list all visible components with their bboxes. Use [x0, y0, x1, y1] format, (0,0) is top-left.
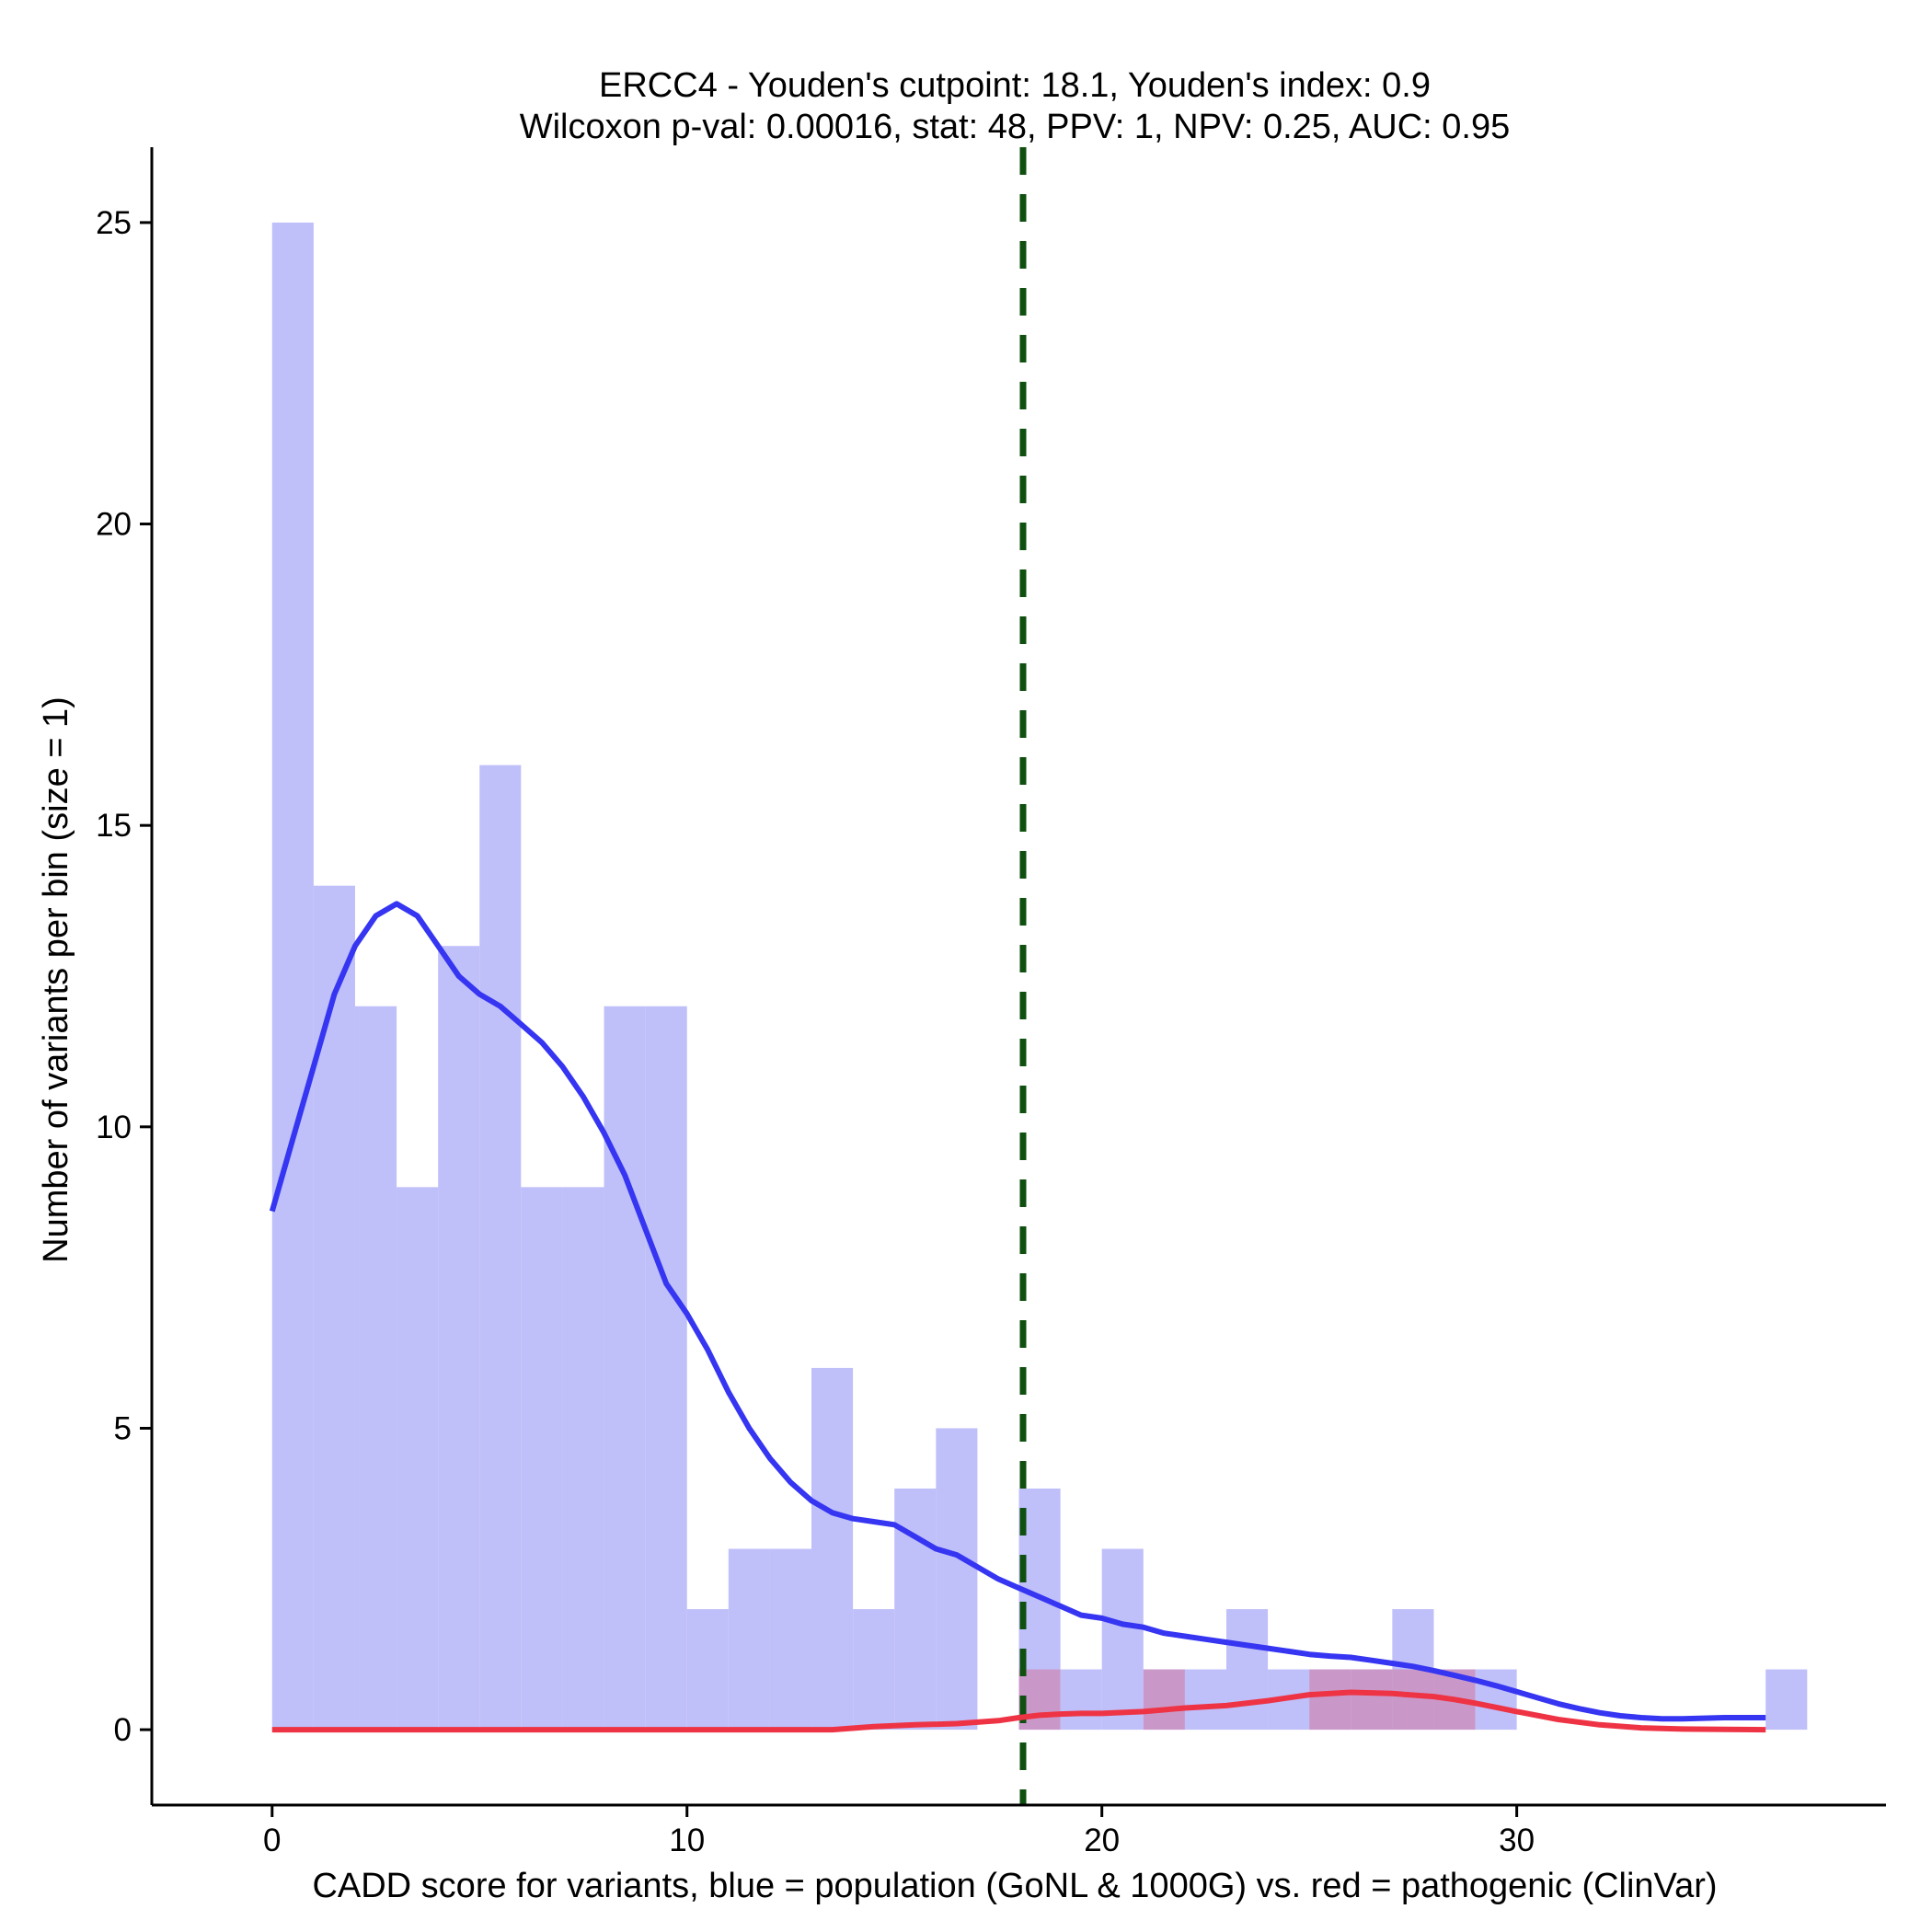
- y-tick-label: 0: [114, 1712, 132, 1748]
- histogram-bar: [1765, 1669, 1808, 1731]
- chart-title-line-2: Wilcoxon p-val: 0.00016, stat: 48, PPV: …: [520, 108, 1511, 146]
- histogram-bar: [479, 765, 522, 1731]
- histogram-bar: [1225, 1609, 1269, 1731]
- y-tick-label: 10: [96, 1110, 132, 1145]
- y-tick-label: 5: [114, 1410, 132, 1446]
- histogram-bar: [438, 946, 480, 1731]
- histogram-bar: [1351, 1669, 1393, 1731]
- x-tick-label: 30: [1499, 1823, 1535, 1858]
- x-axis: 0 10 20 30: [152, 1803, 1886, 1858]
- histogram-bar: [521, 1187, 563, 1731]
- histogram-bar: [604, 1006, 646, 1731]
- y-axis: 0 5 10 15 20 25: [96, 147, 154, 1805]
- y-tick-label: 20: [96, 507, 132, 543]
- histogram-bar: [1475, 1669, 1517, 1731]
- histogram-bar: [271, 222, 314, 1731]
- histogram-bar: [1309, 1669, 1351, 1731]
- y-axis-label: Number of variants per bin (size = 1): [37, 696, 75, 1263]
- histogram-bar: [894, 1488, 937, 1731]
- histogram-bar: [769, 1548, 812, 1731]
- histogram-bar: [1101, 1548, 1144, 1731]
- histogram-bar: [562, 1187, 604, 1731]
- plot-area: [269, 147, 1808, 1805]
- y-tick-label: 15: [96, 808, 132, 844]
- x-axis-label: CADD score for variants, blue = populati…: [312, 1867, 1717, 1905]
- histogram-population: [271, 222, 1808, 1731]
- histogram-bar: [1184, 1669, 1226, 1731]
- histogram-bar: [313, 885, 355, 1731]
- histogram-bar: [645, 1006, 687, 1731]
- density-line-population: [269, 901, 1766, 1722]
- chart-title-line-1: ERCC4 - Youden's cutpoint: 18.1, Youden'…: [599, 66, 1431, 105]
- chart-title: ERCC4 - Youden's cutpoint: 18.1, Youden'…: [520, 66, 1511, 146]
- histogram-bar: [1060, 1669, 1102, 1731]
- x-tick-label: 0: [263, 1823, 281, 1858]
- x-tick-label: 20: [1084, 1823, 1120, 1858]
- density-line-pathogenic: [271, 1689, 1766, 1733]
- y-tick-label: 25: [96, 205, 132, 241]
- histogram-bar: [397, 1187, 439, 1731]
- histogram-bar: [354, 1006, 397, 1731]
- histogram-bar: [728, 1548, 770, 1731]
- histogram-bar: [853, 1609, 895, 1731]
- histogram-bar: [811, 1367, 854, 1731]
- histogram-bar: [1392, 1669, 1434, 1731]
- histogram-bar: [1143, 1669, 1185, 1731]
- x-tick-label: 10: [669, 1823, 705, 1858]
- histogram-bar: [686, 1609, 729, 1731]
- histogram-bar: [936, 1428, 978, 1731]
